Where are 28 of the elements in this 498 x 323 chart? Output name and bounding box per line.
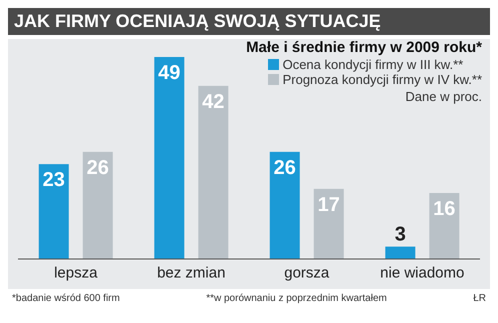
bar xyxy=(270,152,300,259)
bar xyxy=(82,152,113,259)
annotation: Dane w proc. xyxy=(404,89,482,104)
bar xyxy=(198,86,228,259)
bar xyxy=(38,164,69,259)
text: **w porównaniu z poprzednim kwartałem xyxy=(206,293,387,304)
data-label: 49 xyxy=(158,62,180,84)
bar xyxy=(385,246,416,259)
x-tick-label: bez zmian xyxy=(157,264,226,282)
chart-title: JAK FIRMY OCENIAJĄ SWOJĄ SYTUACJĘ xyxy=(8,8,490,35)
text: *badanie wśród 600 firm xyxy=(12,293,120,304)
legend-label: Ocena kondycji firmy w III kw.** xyxy=(282,57,464,72)
text: ŁR xyxy=(473,293,486,304)
bar xyxy=(154,57,184,259)
x-tick-label: lepsza xyxy=(54,264,98,282)
x-tick-label: gorsza xyxy=(284,264,330,282)
data-label: 17 xyxy=(318,194,340,216)
data-label: 16 xyxy=(433,198,456,220)
bar xyxy=(429,193,460,259)
bar xyxy=(314,188,344,259)
data-label: 42 xyxy=(202,90,224,113)
legend-label: Prognoza kondycji firmy w IV kw.** xyxy=(282,72,482,87)
data-label: 3 xyxy=(394,224,406,246)
data-label: 23 xyxy=(42,169,65,192)
data-label: 26 xyxy=(86,156,109,179)
data-label: 26 xyxy=(274,156,296,179)
chart-subtitle: Małe i średnie firmy w 2009 roku* xyxy=(246,39,482,56)
x-tick-label: nie wiadomo xyxy=(380,264,464,282)
